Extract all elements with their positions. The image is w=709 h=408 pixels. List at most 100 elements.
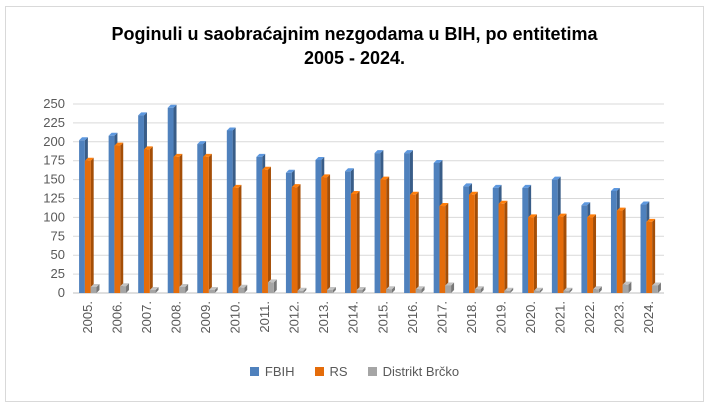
bar-top [522,184,532,188]
bar-top [149,286,159,290]
bar-side [214,286,218,293]
y-tick-label: 250 [43,96,65,111]
y-tick-label: 125 [43,191,65,206]
bar [557,216,564,293]
bar-side [628,281,632,293]
bar [640,204,647,293]
bar-side [303,287,307,293]
bar [267,282,274,293]
bar-top [445,282,455,286]
bar [533,290,540,293]
bar-side [415,191,419,293]
bar-top [84,157,94,161]
x-tick-label: 2015. [375,301,390,334]
bar-side [474,191,478,293]
bar [108,135,115,293]
bar [593,289,599,293]
bar [297,290,304,293]
x-tick-label: 2007. [139,301,154,334]
bar-top [356,286,366,290]
bar-side [297,184,301,293]
bar [380,179,387,293]
bar-top [474,286,484,290]
bar [256,156,263,293]
bar [498,203,505,293]
bar [610,190,617,293]
bar-side [332,286,336,293]
bar [238,287,245,293]
bar [114,145,121,293]
bar-top [640,201,650,205]
bar-top [226,127,236,131]
bar [646,221,653,293]
bar-top [533,287,543,291]
bar [90,286,97,293]
bar-side [539,287,543,293]
bar [528,217,534,293]
chart-legend: FBIH RS Distrikt Brčko [0,364,709,379]
bar-top [232,184,242,188]
bar-side [185,283,189,293]
bar [581,205,588,293]
bar [120,286,127,293]
bar-side [90,157,94,293]
x-tick-label: 2005. [80,301,95,334]
bar-side [386,176,390,293]
chart-title-line-1: Poginuli u saobraćajnim nezgodama u BIH,… [111,24,598,44]
bar-top [238,284,248,288]
bar [587,217,594,293]
x-tick-label: 2020. [523,301,538,334]
bar-side [356,190,360,293]
bar-top [492,184,502,188]
bar-top [504,287,514,291]
bar [522,187,529,293]
bar-top [433,159,443,163]
bar [84,160,91,293]
bar [138,115,144,293]
bar-top [203,153,212,157]
legend-item: Distrikt Brčko [367,364,459,379]
bar [433,162,440,293]
x-tick-label: 2009. [198,301,213,334]
bar [616,210,623,293]
bar-side [622,207,626,293]
legend-swatch [367,367,377,376]
x-tick-label: 2011. [257,301,272,333]
bar-top [616,207,626,211]
bar-top [469,191,478,195]
x-tick-label: 2013. [316,301,331,334]
bar-top [528,214,537,218]
bar-side [480,286,484,293]
bar [143,149,150,293]
x-tick-label: 2017. [434,301,449,334]
bar-top [652,282,661,286]
bar [409,194,416,293]
legend-swatch [314,367,324,376]
bar [469,194,475,293]
bar [652,285,658,293]
x-tick-label: 2010. [228,301,243,334]
bar-top [345,168,354,172]
bar-top [256,153,266,157]
bar-side [96,283,100,293]
chart-title: Poginuli u saobraćajnim nezgodama u BIH,… [0,22,709,70]
bar [197,144,204,293]
bar [173,156,180,293]
bar [167,107,174,293]
bar-top [622,281,632,285]
x-tick-label: 2019. [493,301,508,334]
bar-top [120,283,130,287]
bar-side [593,214,597,293]
bar-side [451,282,455,293]
y-tick-label: 150 [43,172,65,187]
x-tick-label: 2024. [641,301,656,334]
bar-top [173,153,183,157]
bar-top [463,183,473,187]
bar [563,290,570,293]
y-tick-label: 75 [51,228,65,243]
y-tick-label: 25 [51,266,65,281]
bar-side [273,279,277,293]
legend-swatch [249,367,259,376]
bar-top [374,150,384,154]
x-tick-label: 2014. [346,301,361,334]
